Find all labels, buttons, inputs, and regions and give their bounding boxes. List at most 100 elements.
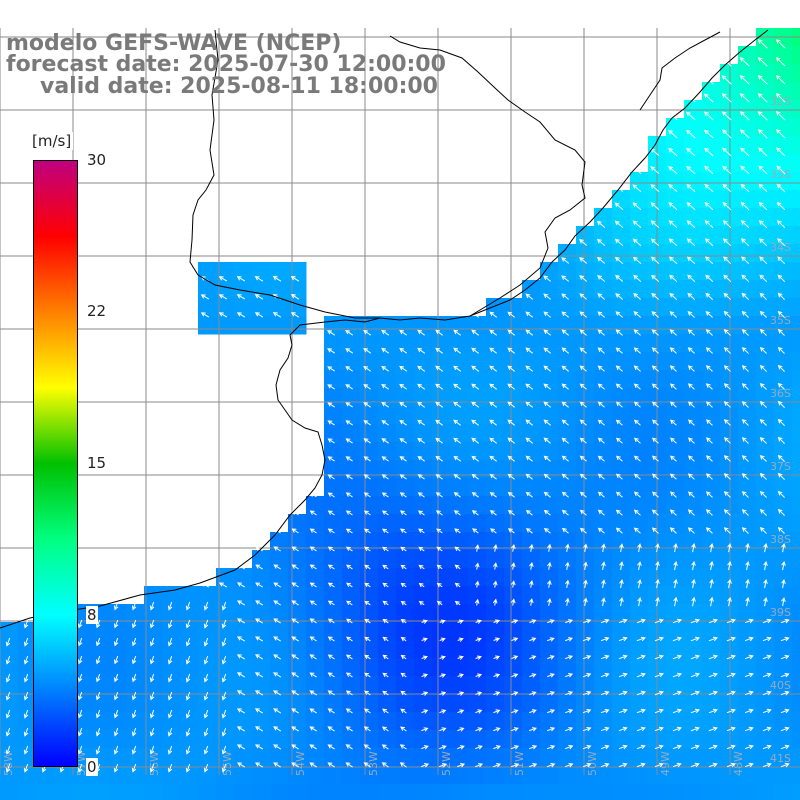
wind-speed-cell	[594, 442, 613, 461]
wind-arrow	[669, 455, 677, 462]
wind-speed-cell	[666, 316, 685, 335]
wind-speed-cell	[414, 550, 433, 569]
wind-arrow	[723, 365, 731, 372]
wind-speed-cell	[756, 118, 775, 137]
wind-speed-cell	[90, 676, 109, 695]
wind-speed-cell	[594, 532, 613, 551]
wind-speed-cell	[378, 460, 397, 479]
wind-arrow	[507, 455, 516, 462]
wind-speed-cell	[486, 550, 505, 569]
wind-arrow	[614, 220, 624, 228]
wind-arrow	[759, 436, 767, 444]
wind-arrow	[597, 383, 605, 390]
wind-arrow	[708, 636, 718, 642]
wind-arrow	[507, 419, 516, 426]
wind-arrow	[615, 509, 623, 516]
wind-arrow	[113, 727, 119, 737]
wind-arrow	[741, 383, 749, 390]
wind-speed-cell	[522, 532, 541, 551]
wind-speed-cell	[684, 460, 703, 479]
wind-speed-cell	[270, 784, 289, 800]
wind-arrow	[203, 673, 209, 683]
wind-speed-cell	[522, 550, 541, 569]
wind-speed-cell	[576, 514, 595, 533]
wind-arrow	[583, 579, 588, 588]
wind-arrow	[346, 600, 353, 606]
wind-arrow	[561, 455, 569, 462]
wind-arrow	[381, 384, 389, 390]
wind-arrow	[525, 473, 533, 480]
wind-speed-cell	[396, 370, 415, 389]
wind-arrow	[346, 582, 353, 588]
wind-arrow	[113, 601, 119, 611]
wind-arrow	[776, 220, 786, 229]
wind-arrow	[651, 365, 659, 372]
wind-speed-cell	[342, 496, 361, 515]
wind-speed-cell	[684, 100, 703, 119]
wind-speed-cell	[324, 766, 343, 785]
wind-arrow	[654, 708, 664, 714]
wind-speed-cell	[702, 532, 721, 551]
latitude-label: 35S	[770, 314, 791, 327]
wind-speed-cell	[666, 352, 685, 371]
wind-speed-cell	[396, 550, 415, 569]
wind-arrow	[453, 437, 461, 444]
wind-speed-cell	[180, 586, 199, 605]
wind-arrow	[650, 202, 660, 211]
wind-speed-cell	[792, 154, 800, 173]
wind-speed-cell	[576, 406, 595, 425]
wind-arrow	[399, 383, 407, 390]
wind-arrow	[759, 274, 768, 283]
wind-speed-cell	[396, 766, 415, 785]
wind-speed-cell	[450, 478, 469, 497]
wind-speed-cell	[594, 478, 613, 497]
wind-speed-cell	[288, 316, 307, 335]
wind-speed-cell	[576, 658, 595, 677]
wind-speed-cell	[306, 694, 325, 713]
wind-arrow	[579, 347, 587, 354]
wind-arrow	[672, 618, 682, 624]
wind-arrow	[363, 456, 371, 462]
wind-speed-cell	[432, 406, 451, 425]
wind-speed-cell	[684, 640, 703, 659]
wind-speed-cell	[162, 622, 181, 641]
wind-arrow	[547, 727, 556, 732]
wind-arrow	[400, 690, 407, 696]
wind-arrow	[727, 560, 732, 571]
wind-arrow	[327, 654, 335, 660]
wind-arrow	[439, 745, 447, 750]
wind-speed-cell	[774, 352, 793, 371]
wind-arrow	[561, 347, 570, 354]
wind-speed-cell	[522, 766, 541, 785]
wind-speed-cell	[594, 370, 613, 389]
wind-arrow	[364, 690, 371, 696]
wind-arrow	[759, 490, 767, 498]
wind-arrow	[507, 491, 515, 498]
wind-speed-cell	[684, 118, 703, 137]
wind-arrow	[457, 655, 464, 660]
wind-arrow	[345, 528, 353, 534]
wind-arrow	[399, 347, 408, 354]
wind-speed-cell	[162, 658, 181, 677]
wind-arrow	[704, 183, 714, 193]
wind-arrow	[309, 690, 317, 696]
wind-arrow	[650, 238, 660, 247]
wind-arrow	[364, 582, 371, 588]
wind-speed-cell	[756, 46, 775, 65]
wind-speed-cell	[306, 604, 325, 623]
wind-speed-cell	[342, 604, 361, 623]
wind-speed-cell	[378, 604, 397, 623]
wind-speed-cell	[414, 730, 433, 749]
wind-speed-cell	[450, 388, 469, 407]
wind-arrow	[382, 654, 389, 660]
wind-speed-cell	[738, 46, 757, 65]
wind-speed-cell	[702, 280, 721, 299]
wind-arrow	[489, 419, 498, 426]
wind-speed-cell	[720, 298, 739, 317]
wind-speed-cell	[792, 208, 800, 227]
wind-arrow	[471, 365, 480, 372]
wind-arrow	[745, 542, 750, 553]
longitude-label: 50W	[586, 751, 599, 776]
wind-speed-cell	[162, 586, 181, 605]
wind-speed-cell	[324, 478, 343, 497]
